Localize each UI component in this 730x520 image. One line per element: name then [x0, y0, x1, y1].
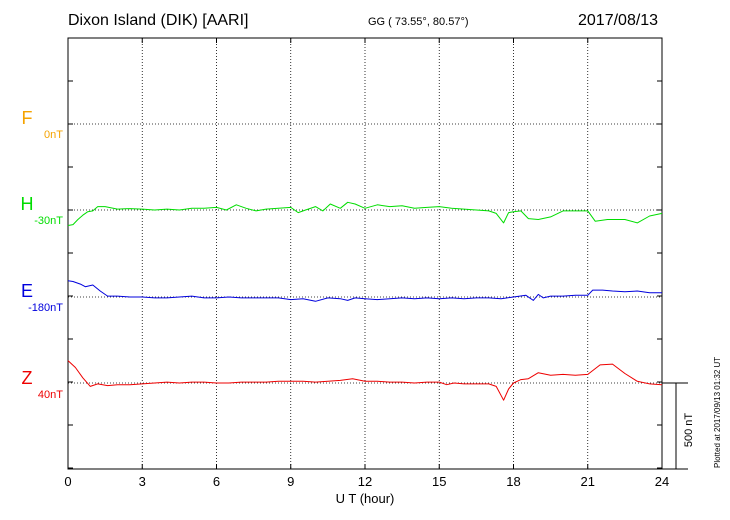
channel-baseline-h: -30nT [34, 215, 63, 227]
x-tick-label: 21 [581, 474, 595, 489]
series-line-h [67, 201, 663, 226]
scale-bar-label: 500 nT [683, 413, 695, 448]
x-tick-label: 9 [287, 474, 294, 489]
x-tick-label: 6 [213, 474, 220, 489]
station-title: Dixon Island (DIK) [AARI] [68, 12, 249, 29]
channel-baseline-e: -180nT [28, 302, 63, 314]
x-tick-label: 18 [506, 474, 520, 489]
axes: 0 3 6 9 12 15 18 21 24 U T (hour) [64, 37, 669, 506]
scale-bar: 500 nT [662, 382, 695, 470]
x-tick-label: 15 [432, 474, 446, 489]
channel-label-z: Z [21, 368, 33, 388]
grid [68, 38, 662, 469]
x-tick-label: 0 [64, 474, 71, 489]
channel-label-h: H [20, 194, 34, 214]
x-axis-label: U T (hour) [336, 491, 395, 506]
x-tick-label: 24 [655, 474, 669, 489]
channel-label-e: E [20, 281, 33, 301]
series-line-z [67, 360, 663, 401]
plotted-credit: Plotted at 2017/09/13 01:32 UT [713, 356, 722, 468]
channel-label-f: F [21, 108, 33, 128]
x-tick-label: 3 [139, 474, 146, 489]
date-label: 2017/08/13 [578, 12, 659, 29]
x-tick-label: 12 [358, 474, 372, 489]
channel-baseline-z: 40nT [37, 389, 63, 401]
series [67, 201, 663, 401]
channel-baseline-f: 0nT [44, 129, 63, 141]
series-line-e [67, 280, 662, 302]
coordinates-label: GG ( 73.55°, 80.57°) [368, 16, 469, 28]
